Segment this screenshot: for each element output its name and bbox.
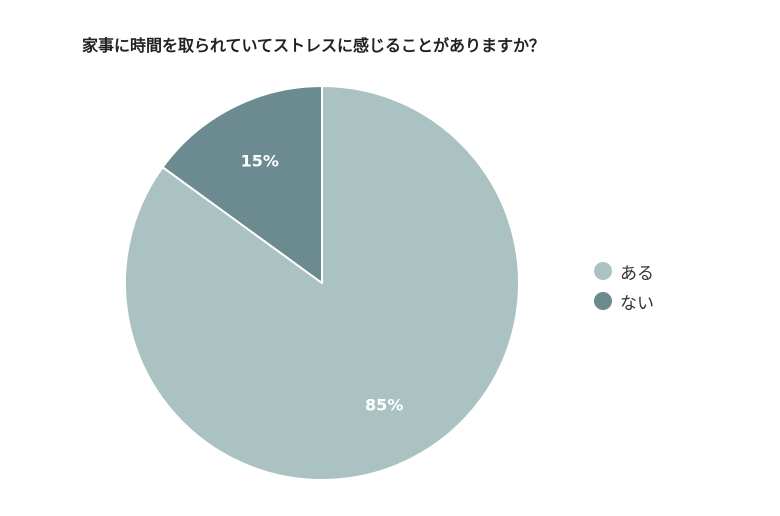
legend-swatch-1 bbox=[594, 292, 612, 310]
pie-slices bbox=[124, 85, 520, 481]
legend-swatch-0 bbox=[594, 262, 612, 280]
pie-data-label-0: 85% bbox=[365, 396, 403, 415]
legend: ある ない bbox=[594, 256, 654, 316]
legend-item-0[interactable]: ある bbox=[594, 256, 654, 286]
pie-slice-1[interactable] bbox=[161, 85, 323, 284]
legend-item-1[interactable]: ない bbox=[594, 286, 654, 316]
legend-label-1: ない bbox=[620, 293, 654, 314]
pie-data-labels: 85% 15% bbox=[241, 151, 404, 414]
legend-label-0: ある bbox=[620, 263, 654, 284]
chart-title: 家事に時間を取られていてストレスに感じることがありますか？ bbox=[82, 36, 546, 55]
pie-data-label-1: 15% bbox=[241, 151, 279, 170]
